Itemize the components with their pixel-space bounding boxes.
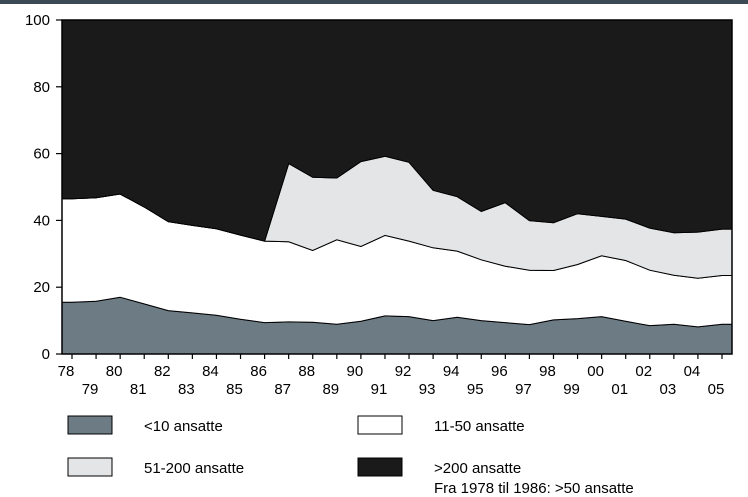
x-tick-label: 98 bbox=[539, 363, 556, 380]
x-tick-label: 79 bbox=[82, 381, 99, 398]
x-tick-label: 84 bbox=[202, 363, 219, 380]
chart-axes bbox=[61, 19, 733, 355]
plot-frame bbox=[61, 19, 733, 355]
x-tick-label: 81 bbox=[130, 381, 147, 398]
y-tick-label: 80 bbox=[33, 79, 50, 96]
x-tick-label: 90 bbox=[347, 363, 364, 380]
x-tick-label: 92 bbox=[395, 363, 412, 380]
x-tick-label: 95 bbox=[467, 381, 484, 398]
x-tick-label: 96 bbox=[491, 363, 508, 380]
x-tick-label: 05 bbox=[708, 381, 725, 398]
x-tick-label: 88 bbox=[298, 363, 315, 380]
legend-swatch-2 bbox=[67, 457, 113, 477]
legend-swatch-1 bbox=[357, 415, 403, 435]
legend: <10 ansatte 11-50 ansatte 51-200 ansatte >2… bbox=[67, 415, 634, 497]
y-tick-label: 60 bbox=[33, 146, 50, 163]
x-tick-label: 02 bbox=[635, 363, 652, 380]
top-border bbox=[0, 0, 748, 4]
x-tick-label: 97 bbox=[515, 381, 532, 398]
x-tick-label: 89 bbox=[322, 381, 339, 398]
legend-swatch-3 bbox=[357, 457, 403, 477]
y-tick-label: 0 bbox=[42, 346, 50, 363]
x-tick-label: 85 bbox=[226, 381, 243, 398]
chart-areas bbox=[61, 19, 733, 355]
x-tick-label: 93 bbox=[419, 381, 436, 398]
x-tick-label: 83 bbox=[178, 381, 195, 398]
y-tick-label: 40 bbox=[33, 212, 50, 229]
legend-label-2: 51-200 ansatte bbox=[144, 460, 244, 477]
y-tick-label: 20 bbox=[33, 279, 50, 296]
x-tick-label: 91 bbox=[371, 381, 388, 398]
x-tick-label: 99 bbox=[563, 381, 580, 398]
legend-note: Fra 1978 til 1986: >50 ansatte bbox=[434, 480, 634, 497]
x-tick-label: 78 bbox=[58, 363, 75, 380]
x-tick-label: 82 bbox=[154, 363, 171, 380]
x-tick-label: 94 bbox=[443, 363, 460, 380]
x-tick-label: 87 bbox=[274, 381, 291, 398]
x-tick-label: 04 bbox=[684, 363, 701, 380]
legend-label-0: <10 ansatte bbox=[144, 418, 223, 435]
legend-swatch-0 bbox=[67, 415, 113, 435]
y-axis-ticks: 0 20 40 60 80 100 bbox=[25, 12, 62, 363]
legend-label-1: 11-50 ansatte bbox=[434, 418, 525, 435]
x-tick-label: 00 bbox=[587, 363, 604, 380]
y-tick-label: 100 bbox=[25, 12, 50, 29]
x-tick-label: 01 bbox=[611, 381, 628, 398]
x-tick-label: 03 bbox=[660, 381, 677, 398]
legend-label-3: >200 ansatte bbox=[434, 460, 521, 477]
x-axis-ticks: 78 80 82 84 86 88 90 92 94 96 98 00 02 04 79 81 83 85 87 89… bbox=[58, 354, 725, 398]
x-tick-label: 86 bbox=[250, 363, 267, 380]
x-tick-label: 80 bbox=[106, 363, 123, 380]
